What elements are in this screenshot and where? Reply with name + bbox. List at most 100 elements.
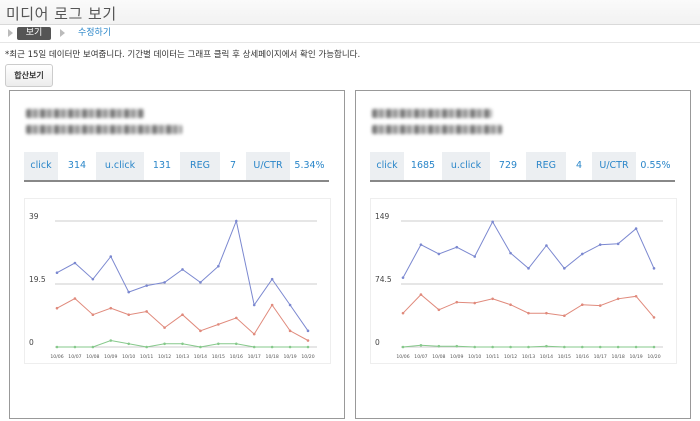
tab-edit[interactable]: 수정하기 [78, 28, 112, 38]
data-point-click[interactable] [73, 261, 77, 265]
data-point-reg[interactable] [234, 342, 238, 346]
data-point-click[interactable] [109, 255, 113, 258]
data-point-reg[interactable] [491, 345, 494, 349]
data-point-u-click[interactable] [199, 329, 202, 333]
data-point-u-click[interactable] [109, 306, 113, 310]
data-point-reg[interactable] [598, 345, 602, 349]
data-point-reg[interactable] [616, 345, 620, 349]
data-point-reg[interactable] [527, 345, 530, 349]
data-point-u-click[interactable] [616, 297, 620, 301]
data-point-u-click[interactable] [563, 314, 566, 318]
data-point-u-click[interactable] [252, 332, 256, 336]
data-point-reg[interactable] [91, 345, 95, 349]
stat-label-reg: REG [526, 152, 566, 180]
line-chart-container[interactable]: 149 74.5 0 10/06 10/07 10/08 10/09 10/10 10/11 10… [370, 198, 677, 364]
data-point-click[interactable] [545, 244, 548, 247]
data-point-click[interactable] [306, 329, 310, 333]
data-point-click[interactable] [563, 267, 566, 270]
data-point-click[interactable] [252, 303, 256, 307]
data-point-u-click[interactable] [437, 308, 441, 312]
data-point-click[interactable] [580, 252, 584, 256]
line-chart-container[interactable]: 39 19.5 0 10/06 10/07 10/08 10/09 10/10 10/11 10/… [24, 198, 331, 364]
data-point-click[interactable] [437, 252, 441, 256]
data-point-click[interactable] [163, 281, 166, 284]
data-point-reg[interactable] [580, 345, 584, 349]
data-point-click[interactable] [652, 267, 656, 270]
data-point-u-click[interactable] [288, 329, 292, 333]
data-point-click[interactable] [55, 271, 59, 274]
data-point-u-click[interactable] [598, 304, 602, 307]
data-point-click[interactable] [217, 264, 220, 268]
x-tick-label: 10/15 [212, 354, 225, 360]
data-point-reg[interactable] [181, 342, 184, 346]
data-point-reg[interactable] [73, 345, 77, 349]
data-point-reg[interactable] [199, 345, 202, 349]
data-point-reg[interactable] [473, 345, 477, 349]
data-point-u-click[interactable] [401, 311, 405, 315]
data-point-u-click[interactable] [491, 297, 494, 301]
data-point-u-click[interactable] [419, 293, 423, 296]
data-point-reg[interactable] [455, 344, 459, 348]
data-point-reg[interactable] [306, 345, 310, 349]
data-point-u-click[interactable] [270, 303, 274, 307]
data-point-click[interactable] [419, 243, 423, 246]
data-point-click[interactable] [634, 227, 638, 230]
data-point-click[interactable] [91, 277, 95, 281]
data-point-click[interactable] [288, 303, 292, 307]
tab-view[interactable]: 보기 [17, 27, 51, 40]
data-point-reg[interactable] [270, 345, 274, 349]
data-point-click[interactable] [527, 267, 530, 270]
data-point-u-click[interactable] [634, 294, 638, 298]
line-chart[interactable]: 39 19.5 0 10/06 10/07 10/08 10/09 10/10 10/11 10/… [25, 199, 330, 363]
data-point-click[interactable] [473, 255, 477, 258]
data-point-u-click[interactable] [580, 303, 584, 307]
data-point-reg[interactable] [563, 345, 566, 349]
line-chart[interactable]: 149 74.5 0 10/06 10/07 10/08 10/09 10/10 10/11 10… [371, 199, 676, 363]
data-point-u-click[interactable] [455, 300, 459, 304]
data-point-u-click[interactable] [91, 313, 95, 316]
data-point-u-click[interactable] [234, 316, 238, 320]
data-point-u-click[interactable] [163, 326, 166, 329]
data-point-click[interactable] [455, 245, 459, 249]
data-point-reg[interactable] [288, 345, 292, 349]
data-point-u-click[interactable] [181, 313, 184, 316]
data-point-u-click[interactable] [473, 301, 477, 305]
data-point-reg[interactable] [252, 345, 256, 349]
data-point-u-click[interactable] [217, 323, 220, 326]
data-point-click[interactable] [509, 251, 512, 255]
data-point-reg[interactable] [163, 342, 166, 346]
data-point-reg[interactable] [145, 345, 148, 349]
data-point-reg[interactable] [401, 345, 405, 349]
data-point-u-click[interactable] [527, 311, 530, 315]
data-point-reg[interactable] [545, 344, 548, 348]
data-point-u-click[interactable] [55, 306, 59, 310]
data-point-click[interactable] [145, 284, 148, 287]
data-point-click[interactable] [234, 219, 238, 223]
data-point-u-click[interactable] [127, 313, 131, 316]
data-point-reg[interactable] [652, 345, 656, 349]
data-point-click[interactable] [598, 243, 602, 246]
data-point-click[interactable] [199, 281, 202, 284]
data-point-click[interactable] [181, 268, 184, 271]
data-point-reg[interactable] [127, 342, 131, 346]
data-point-reg[interactable] [55, 345, 59, 349]
data-point-u-click[interactable] [652, 316, 656, 319]
data-point-u-click[interactable] [306, 339, 310, 342]
data-point-reg[interactable] [217, 342, 220, 346]
data-point-click[interactable] [491, 220, 494, 224]
data-point-reg[interactable] [634, 345, 638, 349]
data-point-click[interactable] [616, 242, 620, 246]
data-point-reg[interactable] [437, 344, 441, 348]
data-point-u-click[interactable] [545, 311, 548, 315]
data-point-reg[interactable] [109, 339, 113, 342]
x-tick-label: 10/08 [86, 354, 99, 360]
data-point-u-click[interactable] [73, 297, 77, 300]
data-point-u-click[interactable] [145, 310, 148, 313]
data-point-reg[interactable] [419, 344, 423, 347]
summary-view-button[interactable]: 합산보기 [5, 64, 53, 87]
data-point-click[interactable] [270, 277, 274, 281]
data-point-reg[interactable] [509, 345, 512, 349]
data-point-u-click[interactable] [509, 303, 512, 307]
data-point-click[interactable] [401, 276, 405, 279]
data-point-click[interactable] [127, 290, 131, 294]
